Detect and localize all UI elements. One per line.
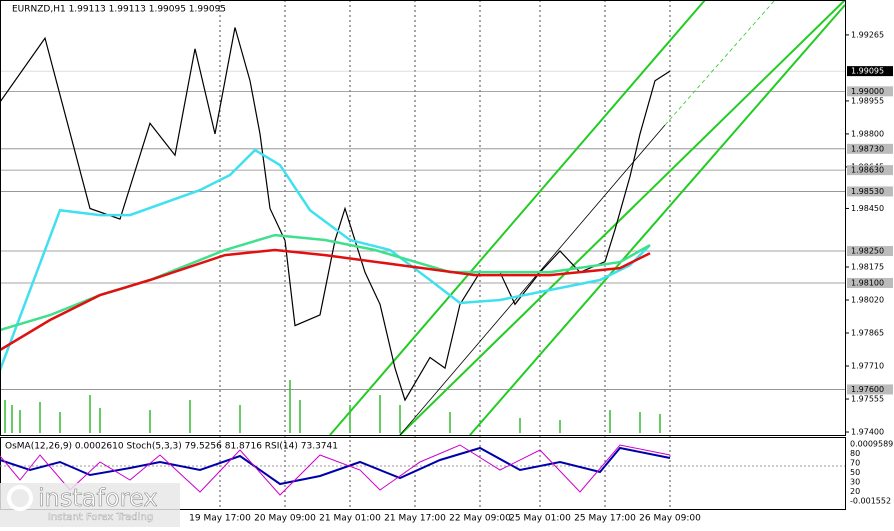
current-price-label: 1.99095 [851, 67, 884, 76]
indicator-tick-label: -0.001552 [850, 497, 891, 506]
indicator-tick-label: 30 [850, 478, 860, 487]
x-tick-label: 20 May 09:00 [254, 514, 316, 524]
level-box [847, 86, 893, 97]
chart-title: EURNZD,H1 1.99113 1.99113 1.99095 1.9909… [12, 5, 226, 15]
indicator-tick-label: 50 [850, 468, 860, 477]
moving-average [0, 248, 651, 352]
channel-upper [329, 0, 706, 436]
indicator-tick-label: 80 [850, 449, 860, 458]
x-tick-label: 21 May 01:00 [319, 514, 381, 524]
moving-average [0, 148, 651, 371]
y-tick-label: 1.97400 [851, 428, 884, 437]
level-box [847, 384, 893, 395]
level-label: 1.98530 [851, 187, 884, 196]
level-label: 1.98100 [851, 278, 884, 287]
logo-tagline: Instant Forex Trading [48, 512, 153, 523]
level-box [847, 165, 893, 176]
x-tick-label: 25 May 17:00 [574, 514, 636, 524]
indicator-tick-label: 20 [850, 487, 860, 496]
y-tick-label: 1.97865 [851, 329, 884, 338]
x-tick-label: 25 May 01:00 [509, 514, 571, 524]
plot [0, 27, 671, 402]
volumes [4, 380, 661, 433]
logo-icon [7, 485, 33, 511]
osma-line [0, 446, 671, 486]
x-tick-label: 26 May 09:00 [639, 514, 701, 524]
y-tick-label: 1.99265 [851, 30, 884, 39]
y-tick-label: 1.97555 [851, 395, 884, 404]
volume-bars [4, 380, 661, 433]
indicator-frame [0, 437, 846, 510]
y-tick-label: 1.98800 [851, 129, 884, 138]
level-box [847, 143, 893, 154]
level-label: 1.99000 [851, 87, 884, 96]
channel-lower [399, 0, 846, 436]
x-tick-label: 22 May 09:00 [449, 514, 511, 524]
channel-base [469, 4, 846, 436]
indicator-label: OsMA(12,26,9) 0.0002610 Stoch(5,3,3) 79.… [5, 442, 338, 452]
y-tick-label: 1.98020 [851, 296, 884, 305]
y-tick-label: 1.98955 [851, 96, 884, 105]
y-tick-label: 1.98175 [851, 263, 884, 272]
logo: instaforex Instant Forex Trading [0, 483, 180, 527]
indicator-tick-label: 70 [850, 459, 860, 468]
indicator-tick-label: 0.0009589 [850, 440, 893, 449]
level-box [847, 186, 893, 197]
channel [329, 0, 846, 436]
trend-line [399, 124, 666, 436]
y-tick-label: 1.98450 [851, 204, 884, 213]
x-tick-label: 19 May 17:00 [189, 514, 251, 524]
level-label: 1.98730 [851, 144, 884, 153]
level-box [847, 246, 893, 257]
plot-frame [0, 0, 846, 436]
x-tick-label: 21 May 17:00 [384, 514, 446, 524]
level-label: 1.97600 [851, 385, 884, 394]
level-label: 1.98250 [851, 247, 884, 256]
logo-text: instaforex [38, 484, 158, 512]
level-box [847, 277, 893, 288]
level-label: 1.98630 [851, 166, 884, 175]
current-price-box [847, 66, 893, 77]
y-tick-label: 1.97710 [851, 362, 884, 371]
